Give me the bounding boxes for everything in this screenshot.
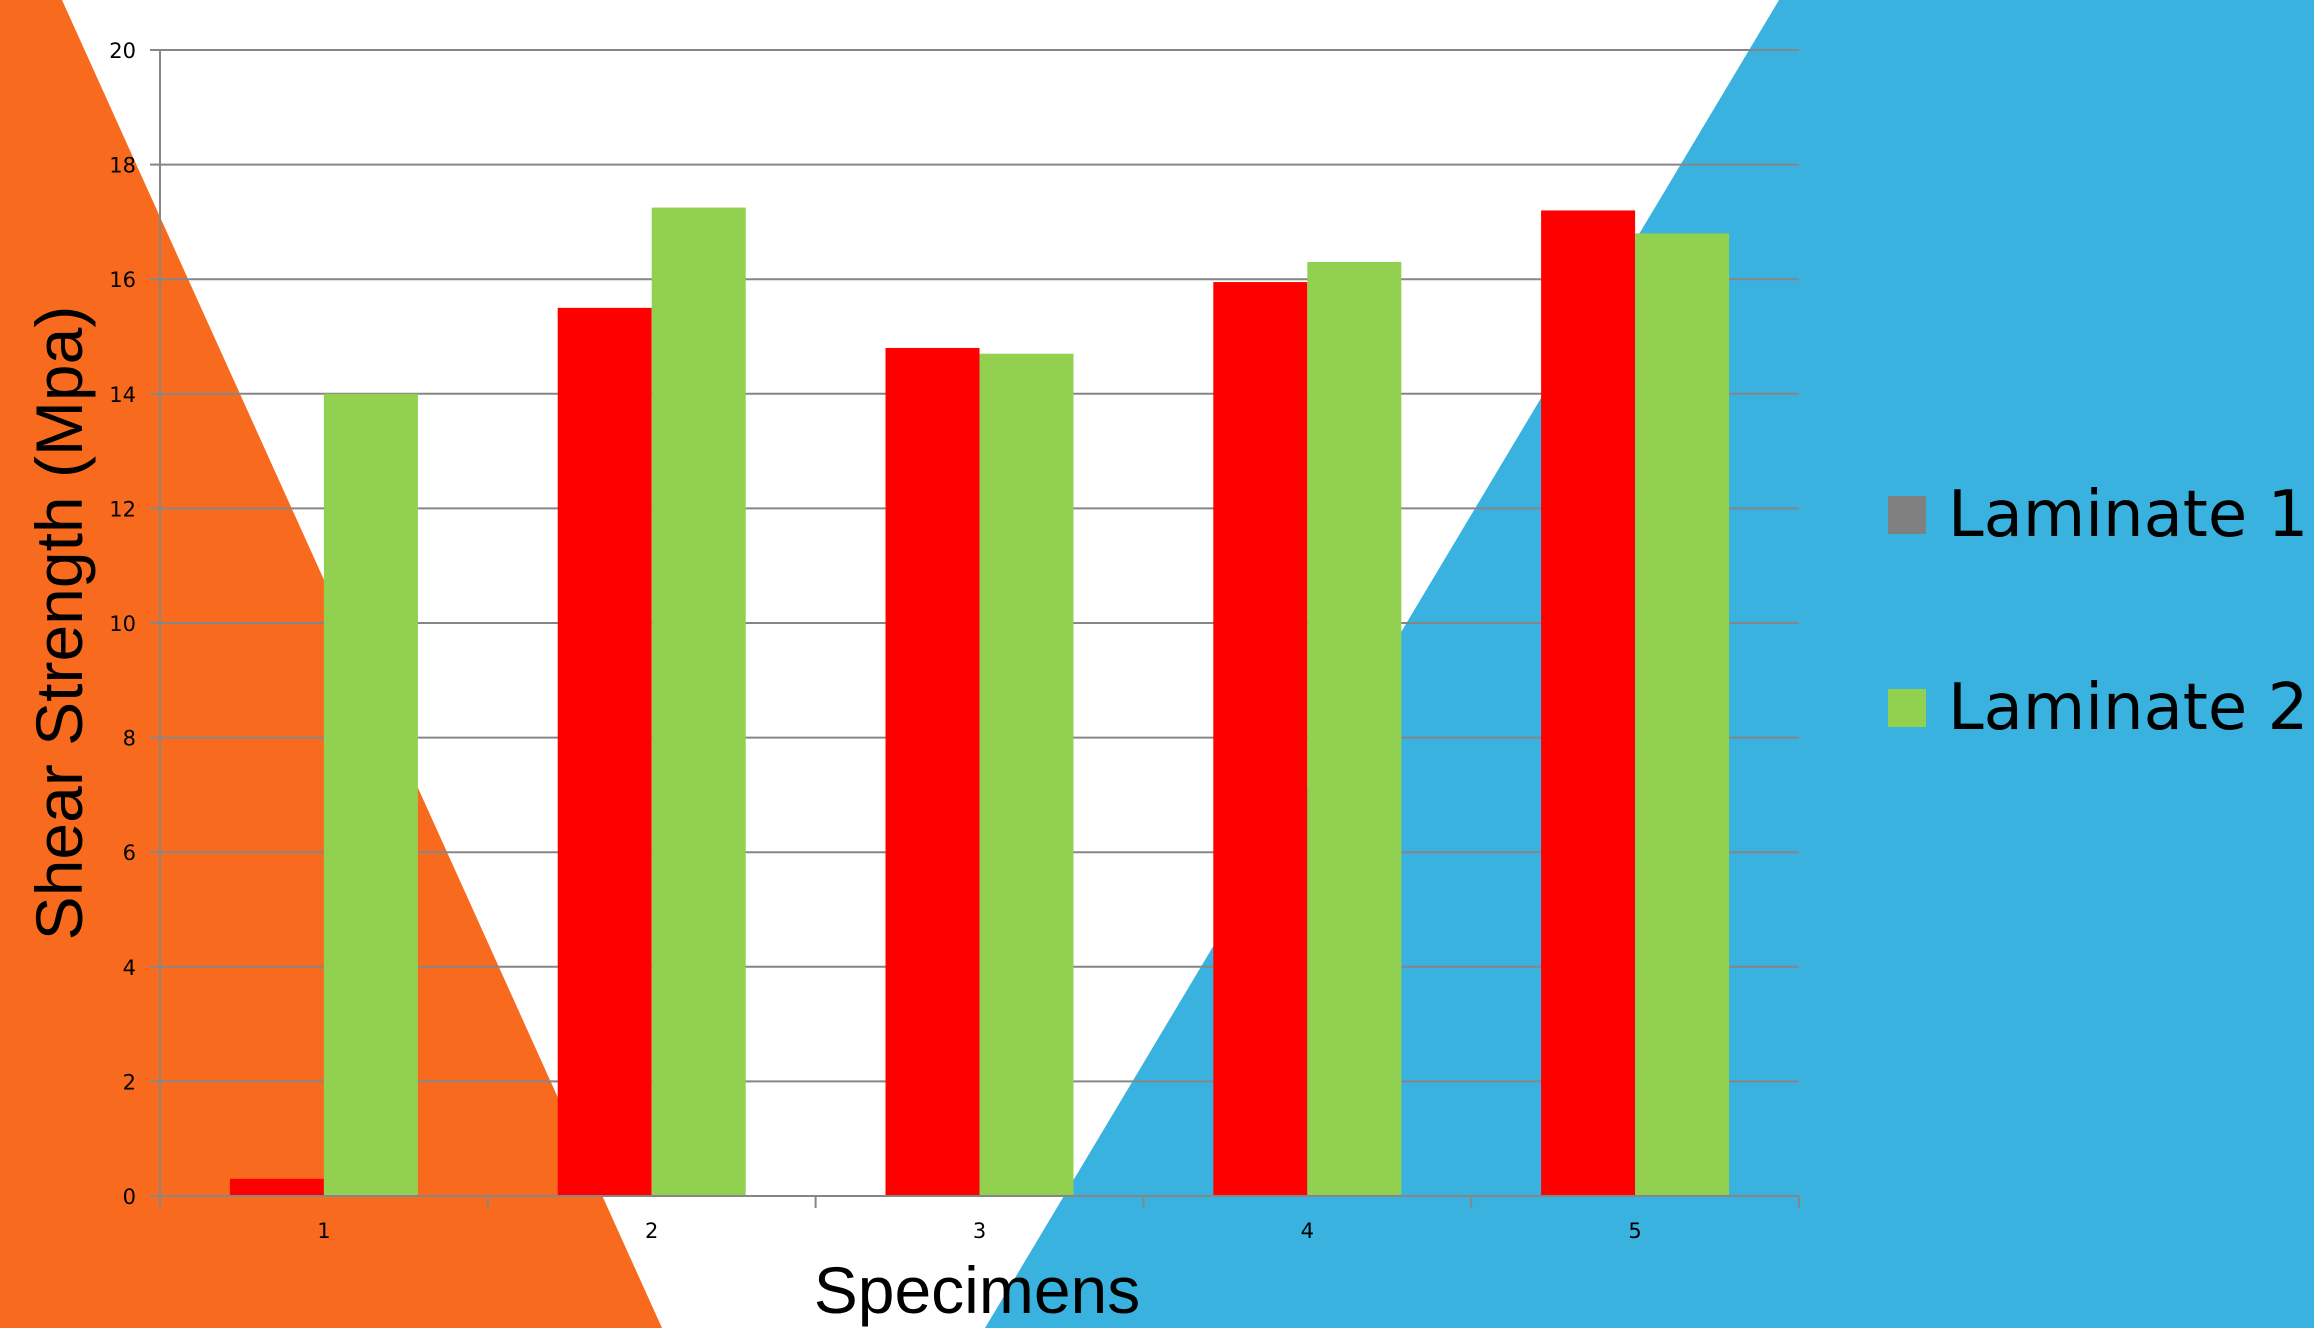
x-axis-title: Specimens [814, 1253, 1141, 1327]
y-tick-label: 2 [123, 1070, 136, 1094]
x-tick-label: 4 [1301, 1219, 1314, 1243]
bar-laminate-2-5 [1635, 233, 1730, 1197]
y-tick-label: 8 [123, 727, 136, 751]
bar-laminate-2-1 [323, 393, 418, 1196]
x-tick-label: 5 [1628, 1219, 1641, 1243]
bar-laminate-1-5 [1541, 210, 1636, 1196]
y-tick-label: 0 [123, 1185, 136, 1209]
y-tick-label: 16 [109, 268, 136, 292]
bar-laminate-1-4 [1213, 282, 1308, 1196]
x-tick-label: 2 [645, 1219, 658, 1243]
bar-laminate-2-3 [979, 353, 1074, 1196]
legend-swatch-laminate-1 [1888, 496, 1926, 534]
y-tick-label: 18 [109, 154, 136, 178]
bars [229, 207, 1730, 1197]
legend-label-laminate-2: Laminate 2 [1948, 671, 2309, 745]
x-tick-label: 1 [317, 1219, 330, 1243]
y-tick-label: 10 [109, 612, 136, 636]
bar-laminate-2-2 [651, 207, 746, 1196]
axes [150, 49, 1800, 1208]
y-tick-label: 14 [109, 383, 136, 407]
legend-item-laminate-2: Laminate 2 [1888, 663, 2308, 753]
legend: Laminate 1 Laminate 2 [1888, 470, 2308, 856]
x-tick-label: 3 [973, 1219, 986, 1243]
y-tick-label: 4 [123, 956, 136, 980]
bar-laminate-2-4 [1307, 262, 1402, 1196]
legend-label-laminate-1: Laminate 1 [1948, 478, 2309, 552]
y-tick-label: 12 [109, 497, 136, 521]
legend-swatch-laminate-2 [1888, 689, 1926, 727]
legend-item-laminate-1: Laminate 1 [1888, 470, 2308, 560]
bar-laminate-1-1 [229, 1178, 324, 1196]
bar-laminate-1-3 [885, 347, 980, 1197]
y-tick-label: 6 [123, 841, 136, 865]
y-tick-label: 20 [109, 39, 136, 63]
y-axis-title: Shear Strength (Mpa) [22, 306, 96, 941]
bar-laminate-1-2 [557, 307, 652, 1197]
